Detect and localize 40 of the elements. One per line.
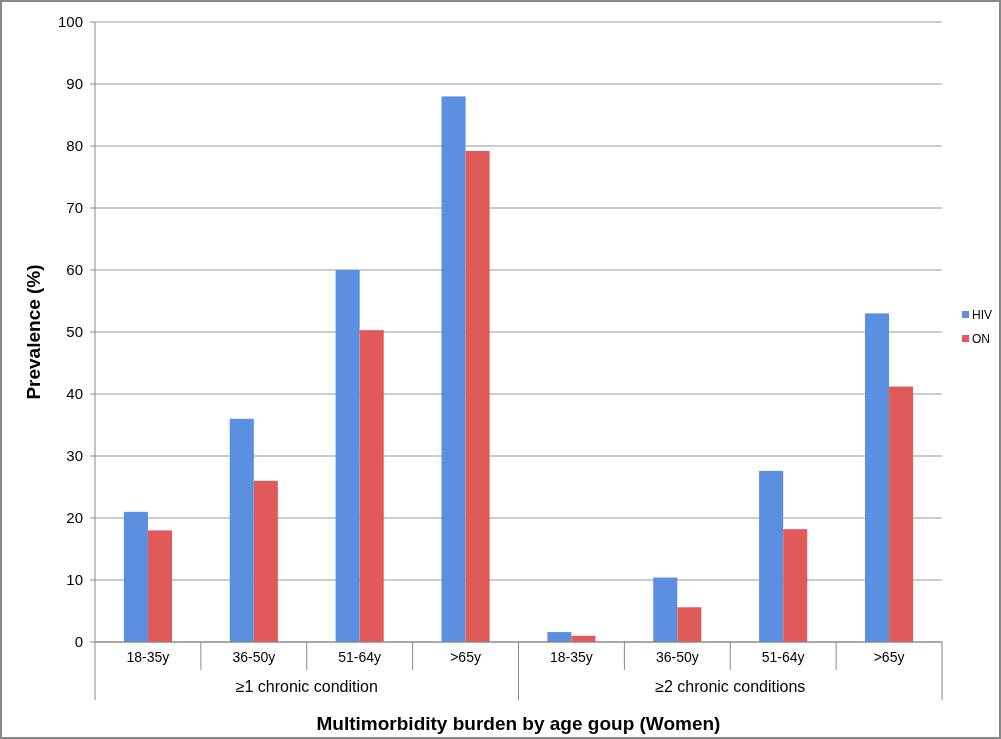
y-tick-label: 80: [66, 137, 83, 155]
legend-label: HIV: [972, 308, 993, 323]
bar: [889, 386, 914, 642]
y-tick-label: 40: [66, 385, 83, 403]
y-tick-label: 20: [66, 509, 83, 527]
bar: [759, 470, 784, 642]
y-axis-title: Prevalence (%): [23, 264, 44, 400]
y-tick-label: 30: [66, 447, 83, 465]
y-tick-label: 50: [66, 323, 83, 341]
bar: [865, 313, 890, 642]
bar: [359, 330, 384, 642]
bar: [147, 530, 172, 642]
x-tick-label: 36-50y: [232, 649, 276, 665]
x-tick-label: 18-35y: [550, 649, 593, 665]
y-tick-label: 0: [74, 633, 83, 651]
x-tick-label: 18-35y: [126, 649, 170, 665]
y-tick-label: 60: [66, 261, 83, 279]
bar: [547, 632, 572, 642]
bar: [229, 418, 254, 642]
x-tick-label: 36-50y: [655, 649, 699, 665]
x-tick-label: >65y: [450, 649, 481, 665]
y-tick-label: 70: [66, 199, 83, 217]
x-tick-label: 51-64y: [761, 649, 805, 665]
bar: [441, 96, 466, 642]
y-tick-label: 90: [66, 75, 83, 93]
x-axis-title: Multimorbidity burden by age goup (Women): [316, 713, 721, 734]
bar: [253, 480, 278, 642]
legend-label: ON: [972, 332, 990, 347]
text: ≥2 chronic conditions: [655, 678, 806, 695]
bar: [653, 577, 678, 642]
y-tick-label: 10: [66, 571, 83, 589]
y-tick-label: 100: [57, 13, 83, 31]
x-tick-label: >65y: [873, 649, 905, 665]
bar: [783, 529, 808, 642]
bar: [123, 511, 148, 642]
bar: [677, 607, 702, 642]
x-tick-label: 51-64y: [338, 649, 382, 665]
bar: [335, 270, 360, 642]
text: ≥1 chronic condition: [235, 678, 378, 695]
bar: [465, 150, 490, 642]
